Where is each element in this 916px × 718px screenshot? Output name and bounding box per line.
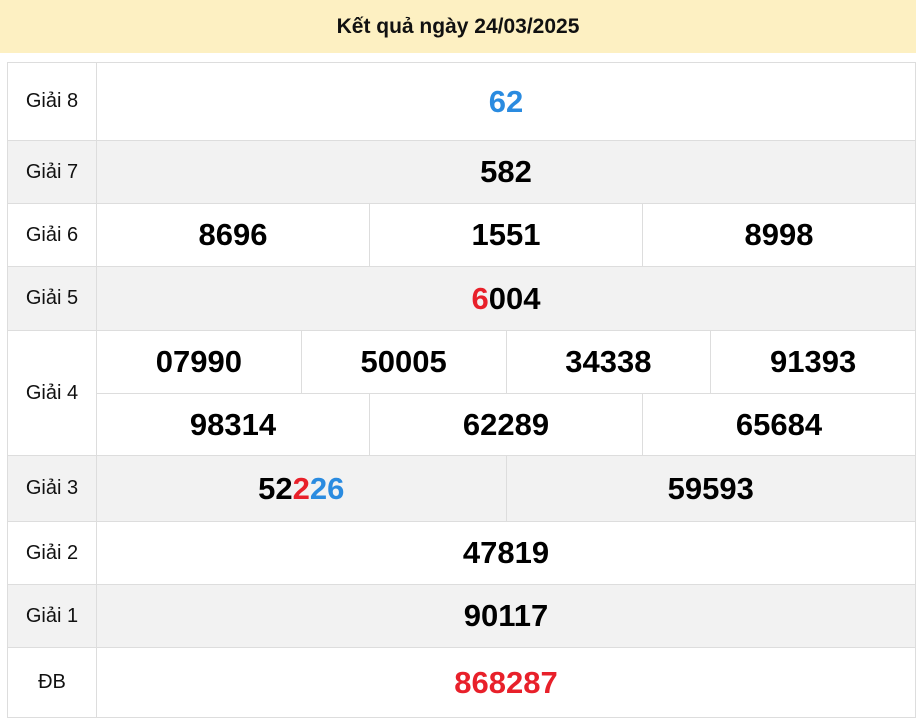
number-digits: 6 [471, 280, 489, 316]
prize-label: Giải 1 [7, 584, 97, 648]
number-digits: 90117 [463, 598, 549, 633]
prize-number: 62289 [369, 393, 643, 456]
special-prize-number: 868287 [96, 647, 916, 718]
number-digits: 52 [258, 470, 293, 506]
prize-label: Giải 4 [7, 330, 97, 456]
prize-label: Giải 3 [7, 455, 97, 522]
prize-label: Giải 5 [7, 266, 97, 331]
prize-number: 8998 [642, 203, 916, 267]
prize-row-g3: Giải 3 52226 59593 [7, 455, 916, 522]
number-digits: 8696 [198, 217, 268, 252]
prize-row-special: ĐB 868287 [7, 647, 916, 718]
prize-row-g8: Giải 8 62 [7, 62, 916, 141]
number-digits: 62289 [462, 406, 550, 442]
prize-number: 6004 [96, 266, 916, 331]
number-digits: 47819 [462, 535, 550, 570]
prize-number: 90117 [96, 584, 916, 648]
prize-row-g5: Giải 5 6004 [7, 266, 916, 331]
prize-label: Giải 2 [7, 521, 97, 585]
prize-number: 07990 [96, 330, 302, 394]
results-header: Kết quả ngày 24/03/2025 [0, 0, 916, 53]
prize-number: 582 [96, 140, 916, 204]
prize-label: Giải 6 [7, 203, 97, 267]
number-digits: 8998 [744, 217, 814, 252]
number-digits: 91393 [770, 344, 857, 379]
prize-label: ĐB [7, 647, 97, 718]
prize-number: 62 [96, 62, 916, 141]
prize-number: 34338 [505, 330, 712, 394]
number-digits: 65684 [735, 406, 823, 442]
prize-label: Giải 8 [7, 62, 97, 141]
number-digits: 26 [309, 470, 345, 506]
results-table: Giải 8 62 Giải 7 582 Giải 6 8696 1551 89… [7, 62, 916, 718]
number-digits: 2 [292, 470, 310, 506]
number-digits: 59593 [667, 470, 754, 506]
prize-number: 50005 [300, 330, 507, 394]
prize-row-g4-second: 98314 62289 65684 [8, 393, 916, 456]
prize-number: 47819 [96, 521, 916, 585]
prize-number: 59593 [505, 455, 916, 522]
number-digits: 62 [488, 83, 524, 119]
results-title: Kết quả ngày 24/03/2025 [336, 14, 580, 38]
number-digits: 868287 [454, 664, 558, 700]
number-digits: 34338 [565, 344, 652, 379]
prize-number: 91393 [710, 330, 916, 394]
prize-label: Giải 7 [7, 140, 97, 204]
prize-row-g2: Giải 2 47819 [7, 521, 916, 585]
prize-number: 65684 [642, 393, 916, 456]
number-digits: 50005 [360, 344, 447, 379]
prize-number: 98314 [96, 393, 370, 456]
number-digits: 07990 [155, 344, 242, 379]
prize-number: 8696 [96, 203, 370, 267]
prize-row-g1: Giải 1 90117 [7, 584, 916, 648]
number-digits: 98314 [189, 406, 277, 442]
number-digits: 004 [488, 280, 541, 316]
number-digits: 1551 [471, 217, 541, 252]
prize-number: 1551 [369, 203, 643, 267]
number-digits: 582 [480, 154, 532, 189]
prize-row-g4: Giải 4 07990 50005 34338 91393 [7, 330, 916, 456]
prize-row-g6: Giải 6 8696 1551 8998 [7, 203, 916, 267]
prize-number: 52226 [96, 455, 507, 522]
prize-row-g7: Giải 7 582 [7, 140, 916, 204]
